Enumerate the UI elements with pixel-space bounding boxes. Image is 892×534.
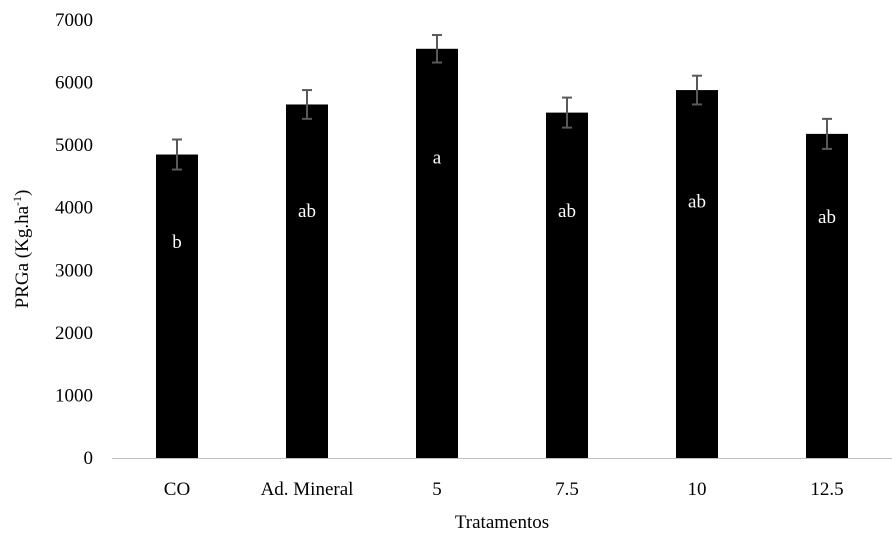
bar <box>676 90 718 458</box>
error-bar <box>562 96 572 129</box>
bar <box>806 133 848 458</box>
y-tick-label: 3000 <box>55 260 93 281</box>
error-bar <box>692 74 702 106</box>
x-tick-label: 10 <box>688 479 707 500</box>
error-bar <box>822 117 832 150</box>
bar-data-label: a <box>433 148 442 169</box>
y-axis-ticks: 0 1000 2000 3000 4000 5000 6000 7000 <box>55 10 93 469</box>
bars <box>156 48 848 458</box>
y-tick-label: 6000 <box>55 73 93 94</box>
bar-data-label: ab <box>688 191 706 212</box>
x-tick-label: 7.5 <box>555 479 579 500</box>
error-bar <box>302 89 312 120</box>
x-tick-label: CO <box>164 479 190 500</box>
bar-data-label: ab <box>298 201 316 222</box>
x-axis-ticks: CO Ad. Mineral 5 7.5 10 12.5 <box>164 479 844 500</box>
bar <box>156 154 198 458</box>
x-tick-label: Ad. Mineral <box>261 479 354 500</box>
y-tick-label: 0 <box>84 448 94 469</box>
y-axis-title-main: PRGa (Kg.ha <box>12 205 33 308</box>
bar-labels: b ab a ab ab ab <box>172 148 836 253</box>
bar <box>416 48 458 458</box>
bar-data-label: b <box>172 232 182 253</box>
x-tick-label: 12.5 <box>810 479 843 500</box>
bar <box>286 104 328 458</box>
error-bar <box>172 138 182 171</box>
y-axis-title: PRGa (Kg.ha-1) <box>10 190 33 309</box>
y-axis-title-sup: -1 <box>10 196 24 206</box>
x-tick-label: 5 <box>432 479 442 500</box>
bar <box>546 112 588 458</box>
y-tick-label: 5000 <box>55 135 93 156</box>
y-tick-label: 1000 <box>55 385 93 406</box>
y-tick-label: 4000 <box>55 198 93 219</box>
y-tick-label: 2000 <box>55 323 93 344</box>
error-bars <box>172 34 832 171</box>
error-bar <box>432 34 442 64</box>
bar-data-label: ab <box>818 207 836 228</box>
bar-data-label: ab <box>558 201 576 222</box>
y-axis-title-close: ) <box>12 190 33 196</box>
y-tick-label: 7000 <box>55 10 93 31</box>
x-axis-title: Tratamentos <box>455 512 549 533</box>
